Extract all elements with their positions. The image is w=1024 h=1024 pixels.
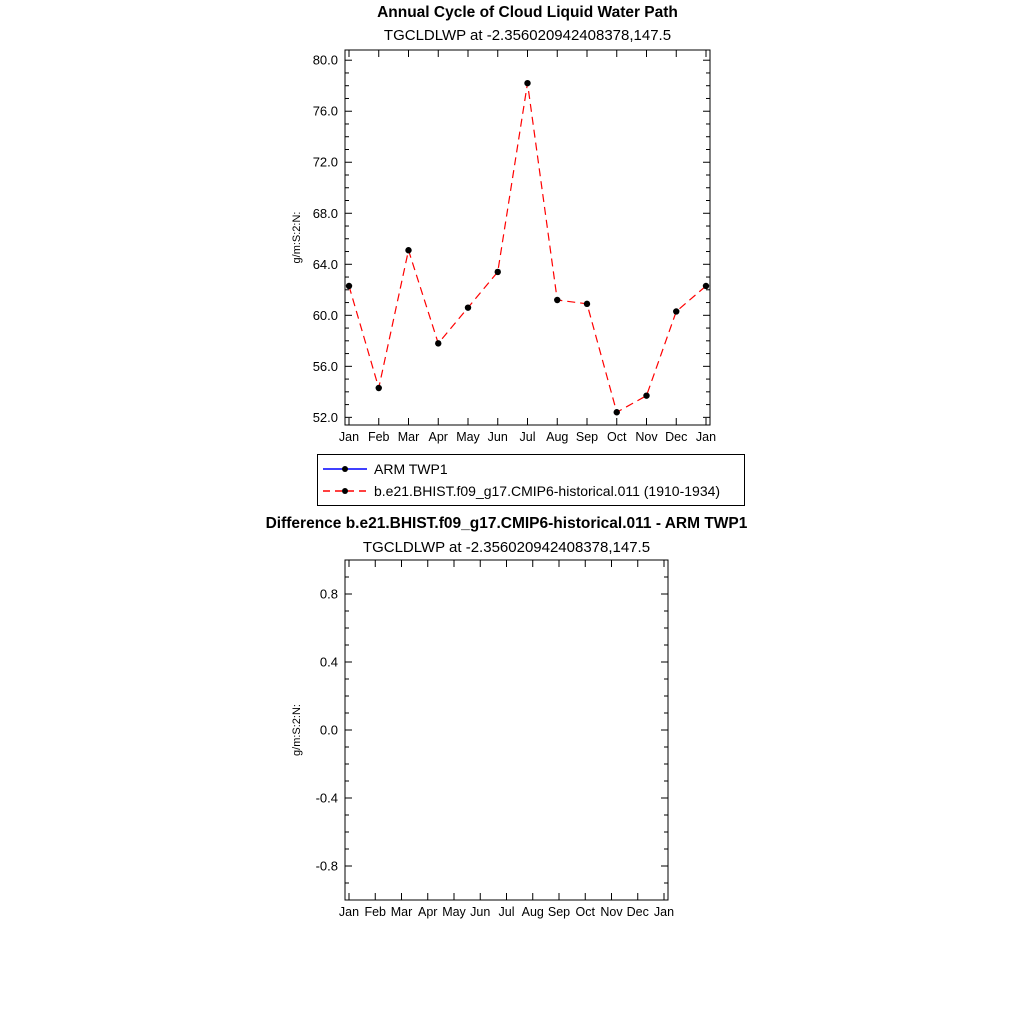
x-tick-label: May xyxy=(442,905,466,919)
legend-line-sample-solid xyxy=(323,466,367,472)
x-tick-label: Sep xyxy=(576,430,598,444)
legend-entry-arm-twp1: ARM TWP1 xyxy=(322,458,740,480)
x-tick-label: Jan xyxy=(339,430,359,444)
y-tick-label: 68.0 xyxy=(313,206,338,221)
x-tick-label: Apr xyxy=(418,905,437,919)
legend-marker-dot xyxy=(342,488,348,494)
y-tick-label: 60.0 xyxy=(313,308,338,323)
x-tick-label: Mar xyxy=(398,430,420,444)
bottom-chart-subtitle: TGCLDLWP at -2.356020942408378,147.5 xyxy=(362,539,651,556)
x-tick-label: Jun xyxy=(488,430,508,444)
y-tick-label: -0.4 xyxy=(316,791,338,806)
top-chart-subtitle: TGCLDLWP at -2.356020942408378,147.5 xyxy=(383,27,672,44)
legend-line-sample-dashed xyxy=(323,488,367,494)
x-tick-label: Jun xyxy=(470,905,490,919)
y-tick-label: 52.0 xyxy=(313,410,338,425)
y-tick-label: 0.8 xyxy=(320,587,338,602)
y-tick-label: -0.8 xyxy=(316,859,338,874)
x-tick-label: Jan xyxy=(696,430,716,444)
legend-marker-dot xyxy=(342,466,348,472)
x-tick-label: Aug xyxy=(522,905,544,919)
legend-box: ARM TWP1 b.e21.BHIST.f09_g17.CMIP6-histo… xyxy=(317,454,745,506)
x-tick-label: Jul xyxy=(520,430,536,444)
x-tick-label: Jan xyxy=(339,905,359,919)
y-tick-label: 0.0 xyxy=(320,723,338,738)
series-markers xyxy=(345,79,710,416)
bottom-chart-plot: -0.8 -0.4 0.0 0.4 0.8 Jan Feb Mar Apr May Jun Jul Au… xyxy=(291,559,675,920)
x-tick-label: Oct xyxy=(576,905,596,919)
legend-label-model: b.e21.BHIST.f09_g17.CMIP6-historical.011… xyxy=(374,483,721,499)
series-line xyxy=(348,83,707,414)
x-tick-label: Nov xyxy=(635,430,658,444)
legend-label-arm-twp1: ARM TWP1 xyxy=(374,461,448,477)
x-tick-label: Feb xyxy=(364,905,386,919)
x-tick-label: Nov xyxy=(600,905,623,919)
legend-entry-model: b.e21.BHIST.f09_g17.CMIP6-historical.011… xyxy=(322,480,740,502)
x-tick-label: Mar xyxy=(391,905,413,919)
tick-labels: -0.8 -0.4 0.0 0.4 0.8 Jan Feb Mar Apr May Jun Jul Au… xyxy=(316,587,675,920)
y-tick-label: 0.4 xyxy=(320,655,338,670)
top-chart-title: Annual Cycle of Cloud Liquid Water Path xyxy=(377,4,678,21)
x-tick-label: Oct xyxy=(607,430,627,444)
axes-frame xyxy=(344,49,711,426)
axes-frame xyxy=(344,559,669,901)
top-chart-plot: 52.0 56.0 60.0 64.0 68.0 72.0 76.0 80.0 Jan Feb Ma… xyxy=(291,49,716,444)
y-tick-label: 72.0 xyxy=(313,155,338,170)
bottom-chart-title: Difference b.e21.BHIST.f09_g17.CMIP6-his… xyxy=(265,515,748,532)
x-tick-label: Dec xyxy=(627,905,649,919)
y-tick-label: 56.0 xyxy=(313,359,338,374)
y-axis-label: g/m:S:2:N: xyxy=(291,704,303,756)
y-tick-label: 80.0 xyxy=(313,53,338,68)
x-tick-label: Dec xyxy=(665,430,687,444)
x-tick-label: Aug xyxy=(546,430,568,444)
x-tick-label: Sep xyxy=(548,905,570,919)
y-tick-label: 76.0 xyxy=(313,104,338,119)
tick-labels: 52.0 56.0 60.0 64.0 68.0 72.0 76.0 80.0 Jan Feb Ma… xyxy=(313,53,716,444)
x-tick-label: Jan xyxy=(654,905,674,919)
x-tick-label: Jul xyxy=(499,905,515,919)
y-tick-label: 64.0 xyxy=(313,257,338,272)
x-tick-label: Feb xyxy=(368,430,390,444)
x-tick-label: May xyxy=(456,430,480,444)
y-axis-label: g/m:S:2:N: xyxy=(291,212,303,264)
x-tick-label: Apr xyxy=(429,430,448,444)
